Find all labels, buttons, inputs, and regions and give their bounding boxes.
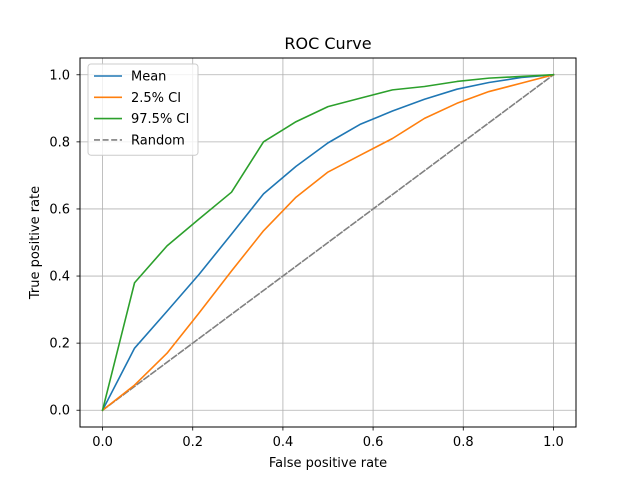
y-tick-label: 0.8 [49, 135, 70, 150]
series-line-mean [101, 73, 555, 412]
x-tick-label: 0.2 [182, 435, 203, 450]
y-tick-label: 0.0 [49, 404, 70, 419]
grid [80, 58, 576, 427]
x-tick-label: 0.8 [453, 435, 474, 450]
x-tick-label: 1.0 [543, 435, 564, 450]
legend-box [87, 63, 199, 156]
y-tick-label: 0.6 [49, 202, 70, 217]
x-tick-label: 0.6 [363, 435, 384, 450]
series-line-97-5-ci [101, 73, 555, 412]
plot-frame [79, 57, 577, 428]
axis-ticks: 0.0 0.2 0.4 0.6 0.8 1.0 0.0 0.2 0.4 0.6 0.8 1.0 [49, 68, 563, 450]
legend-label: Random [131, 133, 185, 148]
legend-label: 97.5% CI [131, 112, 189, 127]
x-axis-label: False positive rate [269, 456, 387, 471]
chart-title: ROC Curve [284, 34, 371, 53]
x-tick-label: 0.0 [92, 435, 113, 450]
y-tick-label: 0.2 [49, 337, 70, 352]
legend: Mean 2.5% CI 97.5% CI Random [87, 63, 199, 156]
series-line-random [101, 73, 555, 412]
y-tick-label: 0.4 [49, 270, 70, 285]
series-lines [101, 73, 555, 412]
y-axis-label: True positive rate [28, 186, 43, 300]
series-line-2-5-ci [101, 73, 555, 412]
x-tick-label: 0.4 [273, 435, 294, 450]
y-tick-label: 1.0 [49, 68, 70, 83]
legend-label: 2.5% CI [131, 91, 181, 106]
legend-label: Mean [131, 70, 166, 85]
